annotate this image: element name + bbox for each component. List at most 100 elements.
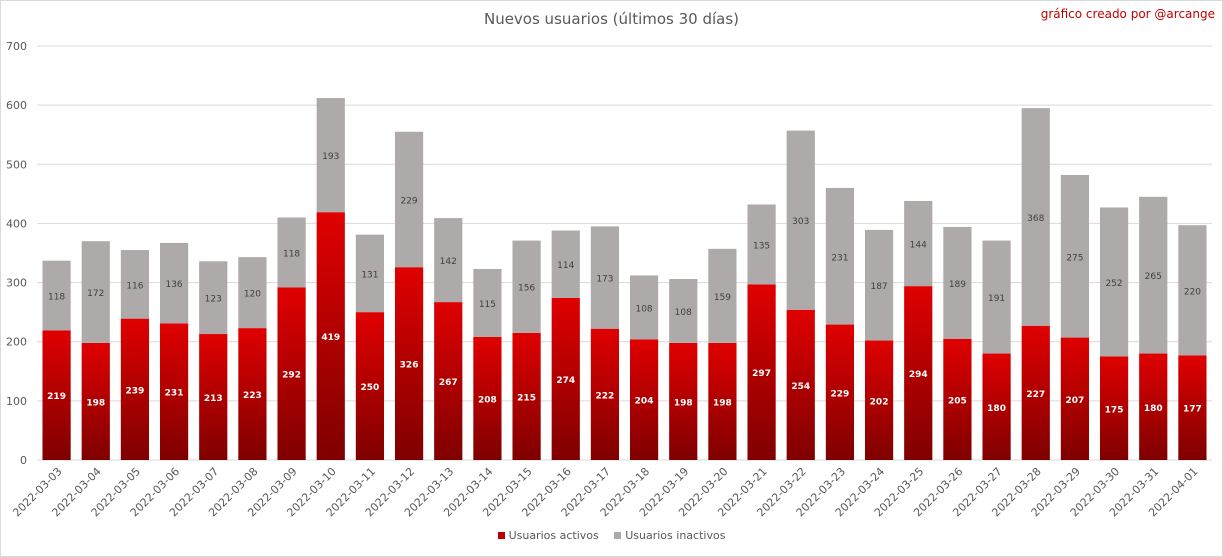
legend-swatch-inactive (614, 532, 622, 539)
bar-active (1060, 337, 1090, 460)
data-label-inactive: 220 (1184, 287, 1201, 297)
data-label-active: 254 (791, 382, 810, 392)
bar-active (238, 328, 267, 460)
data-label-inactive: 142 (440, 257, 457, 267)
data-label-active: 229 (831, 389, 850, 399)
data-label-active: 227 (1026, 390, 1045, 400)
chart-title: Nuevos usuarios (últimos 30 días) (483, 10, 740, 28)
data-label-inactive: 123 (205, 295, 222, 305)
bar-inactive (159, 242, 189, 324)
data-label-inactive: 108 (675, 308, 692, 318)
bar-inactive (708, 248, 737, 343)
y-tick-label: 0 (20, 454, 27, 467)
bar-active (904, 286, 933, 460)
bars: 219 118 198 172 239 116 231 136 213 123 223 120 292 1… (42, 98, 1207, 460)
bar-active (1139, 353, 1168, 460)
bar-active (825, 324, 855, 460)
bar-inactive (434, 218, 463, 303)
data-label-inactive: 118 (48, 293, 65, 303)
bar-inactive (277, 217, 306, 288)
y-tick-label: 500 (6, 158, 27, 171)
data-label-inactive: 118 (283, 249, 300, 259)
y-tick-label: 600 (6, 99, 27, 112)
bar-inactive (1021, 108, 1050, 326)
bar-active (1021, 325, 1050, 460)
bar-active (551, 297, 580, 460)
data-label-active: 239 (126, 386, 145, 396)
data-label-active: 297 (752, 369, 771, 379)
bar-inactive (904, 200, 933, 287)
data-label-active: 294 (909, 370, 928, 380)
bar-active (473, 336, 502, 460)
data-label-active: 213 (204, 394, 223, 404)
data-label-inactive: 116 (126, 281, 143, 291)
data-label-inactive: 108 (635, 304, 652, 314)
data-label-inactive: 303 (792, 217, 809, 227)
data-label-inactive: 135 (753, 241, 770, 251)
bar-active (81, 342, 110, 460)
data-label-inactive: 189 (949, 280, 966, 290)
bar-inactive (42, 260, 71, 331)
bar-inactive (512, 240, 541, 333)
data-label-inactive: 136 (165, 280, 182, 290)
bar-active (512, 332, 541, 460)
bar-inactive (982, 240, 1011, 354)
bar-inactive (1060, 174, 1090, 338)
data-label-active: 231 (165, 389, 184, 399)
bar-inactive (551, 230, 580, 298)
data-label-active: 180 (1144, 404, 1163, 414)
data-label-active: 267 (439, 378, 458, 388)
data-label-inactive: 275 (1066, 253, 1083, 263)
bar-active (159, 323, 189, 460)
data-label-inactive: 131 (361, 270, 378, 280)
data-label-active: 175 (1105, 405, 1124, 415)
y-axis-ticks: 0 100 200 300 400 500 600 700 (6, 40, 27, 467)
data-label-active: 202 (870, 397, 889, 407)
data-label-inactive: 114 (557, 261, 574, 271)
data-label-inactive: 172 (87, 289, 104, 299)
data-label-active: 274 (556, 376, 575, 386)
data-label-active: 219 (47, 392, 66, 402)
data-label-active: 177 (1183, 405, 1202, 415)
data-label-active: 223 (243, 391, 262, 401)
bar-inactive (786, 130, 815, 310)
bar-active (864, 340, 894, 460)
y-tick-label: 100 (6, 395, 27, 408)
data-label-inactive: 368 (1027, 214, 1044, 224)
data-label-active: 222 (596, 391, 615, 401)
legend-label-active: Usuarios activos (508, 529, 599, 542)
bar-inactive (943, 226, 972, 339)
data-label-active: 198 (86, 398, 105, 408)
data-label-active: 198 (674, 398, 693, 408)
bar-inactive (81, 241, 110, 343)
data-label-active: 215 (517, 393, 536, 403)
data-label-active: 207 (1066, 396, 1085, 406)
data-label-active: 419 (321, 333, 340, 343)
y-tick-label: 300 (6, 277, 27, 290)
grid-lines (37, 45, 1212, 461)
bar-active (277, 287, 306, 460)
data-label-active: 205 (948, 396, 967, 406)
data-label-active: 198 (713, 398, 732, 408)
bar-inactive (355, 234, 385, 313)
bar-active (629, 339, 659, 460)
y-tick-label: 400 (6, 217, 27, 230)
bar-inactive (1139, 196, 1168, 354)
data-label-inactive: 144 (910, 241, 927, 251)
bar-active (1178, 355, 1207, 460)
bar-inactive (199, 261, 228, 335)
bar-active (316, 212, 345, 460)
bar-active (42, 330, 71, 460)
legend-item-inactive: Usuarios inactivos (614, 529, 725, 542)
data-label-inactive: 191 (988, 294, 1005, 304)
data-label-active: 326 (400, 361, 419, 371)
legend: Usuarios activos Usuarios inactivos (0, 529, 1223, 542)
chart-credit: gráfico creado por @arcange (1040, 7, 1215, 21)
bar-inactive (669, 279, 698, 343)
bar-active (394, 267, 424, 460)
y-tick-label: 200 (6, 336, 27, 349)
bar-active (708, 342, 737, 460)
data-label-active: 292 (282, 371, 301, 381)
bar-inactive (590, 226, 620, 329)
bar-active (199, 334, 228, 460)
